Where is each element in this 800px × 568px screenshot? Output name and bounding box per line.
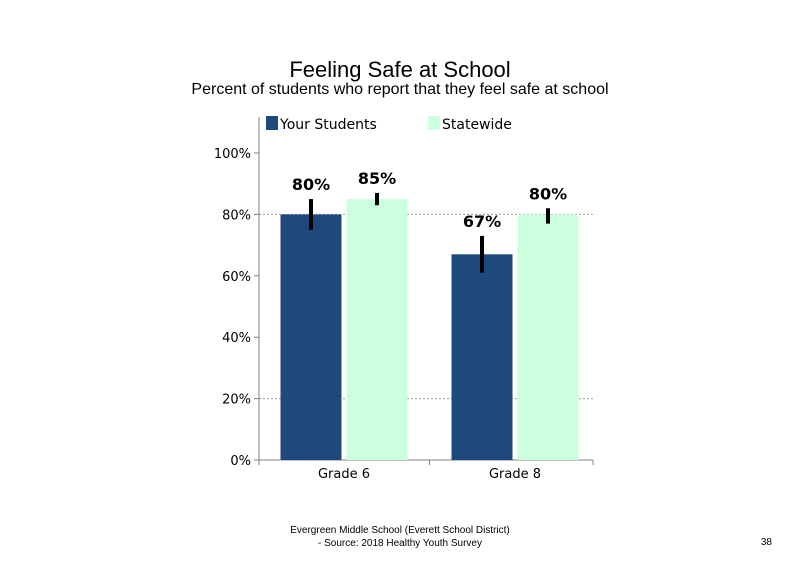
y-tick-label: 20% xyxy=(222,393,251,408)
legend-swatch xyxy=(266,116,278,130)
data-label: 80% xyxy=(529,184,567,203)
y-tick-label: 80% xyxy=(222,208,251,223)
x-tick-label: Grade 6 xyxy=(318,467,370,482)
chart-title: Feeling Safe at School xyxy=(289,57,511,82)
y-tick-label: 100% xyxy=(214,147,251,162)
bar-1-1 xyxy=(517,214,579,460)
y-tick-label: 0% xyxy=(230,454,251,469)
data-label: 67% xyxy=(463,212,501,231)
chart-subtitle: Percent of students who report that they… xyxy=(191,81,609,98)
bar-0-1 xyxy=(451,254,513,460)
footer-source: - Source: 2018 Healthy Youth Survey xyxy=(318,538,482,549)
legend-swatch xyxy=(428,116,440,130)
footer-school: Evergreen Middle School (Everett School … xyxy=(290,525,510,536)
bar-0-0 xyxy=(280,214,342,460)
page-number: 38 xyxy=(760,537,772,548)
data-label: 80% xyxy=(292,175,330,194)
legend-label: Your Students xyxy=(279,117,377,133)
data-label: 85% xyxy=(358,169,396,188)
bar-1-0 xyxy=(346,199,408,461)
x-tick-label: Grade 8 xyxy=(489,467,541,482)
footer: Evergreen Middle School (Everett School … xyxy=(200,524,600,550)
y-tick-label: 40% xyxy=(222,331,251,346)
legend-label: Statewide xyxy=(442,117,512,133)
y-tick-label: 60% xyxy=(222,270,251,285)
